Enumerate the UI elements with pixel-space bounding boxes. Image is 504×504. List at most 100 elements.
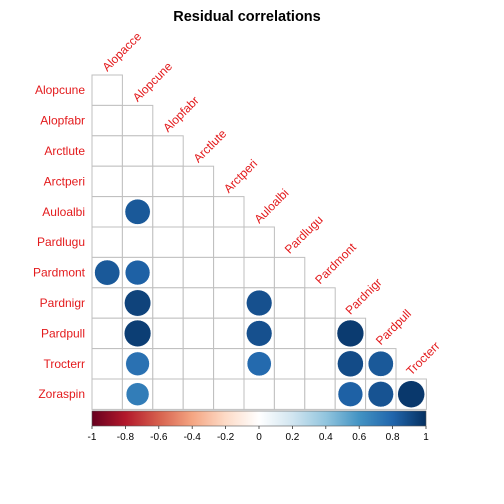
grid-cell-pardpull-alopacce: [91, 317, 123, 350]
grid-cell-pardnigr-arctlute: [182, 287, 215, 319]
grid-cell-arctlute-alopacce: [91, 135, 123, 167]
grid-cell-auloalbi-arctperi: [213, 196, 245, 228]
colorbar-tick-label: -0.4: [184, 432, 202, 443]
col-label-pardmont: Pardmont: [312, 240, 359, 287]
colorbar-gradient: [91, 410, 427, 427]
corr-circle-auloalbi-alopcune: [124, 198, 151, 225]
colorbar-tick-label: 0.8: [386, 432, 400, 443]
row-label-trocterr: Trocterr: [43, 357, 85, 371]
grid-cell-pardnigr-arctperi: [213, 287, 245, 319]
grid-cell-trocterr-pardmont: [304, 348, 336, 380]
col-label-pardnigr: Pardnigr: [343, 275, 385, 317]
corr-circle-pardmont-alopacce: [94, 259, 121, 286]
grid-cell-zoraspin-alopacce: [91, 378, 123, 410]
grid-cell-pardmont-arctperi: [213, 256, 245, 289]
grid-cell-pardpull-pardlugu: [273, 317, 306, 350]
grid-cell-arctperi-alopcune: [121, 165, 154, 198]
corr-circle-zoraspin-trocterr: [397, 380, 425, 408]
grid-cell-auloalbi-alopacce: [91, 196, 123, 228]
corr-circle-trocterr-auloalbi: [246, 351, 272, 377]
row-label-pardmont: Pardmont: [33, 266, 86, 280]
corr-circle-zoraspin-alopcune: [125, 382, 150, 406]
row-label-pardlugu: Pardlugu: [37, 235, 85, 249]
grid-cell-pardlugu-alopacce: [91, 226, 123, 258]
grid-cell-trocterr-alopfabr: [152, 348, 184, 380]
grid-cell-trocterr-arctperi: [213, 348, 245, 380]
grid-cell-auloalbi-alopfabr: [152, 196, 184, 228]
grid-cell-alopcune-alopacce: [91, 74, 123, 106]
grid-cell-pardnigr-pardmont: [304, 287, 336, 319]
grid-cell-arctperi-alopacce: [91, 165, 123, 198]
col-label-auloalbi: Auloalbi: [251, 186, 291, 226]
corr-circle-trocterr-pardnigr: [337, 350, 364, 378]
grid-cell-pardlugu-auloalbi: [243, 226, 275, 258]
row-labels: Alopcune Alopfabr Arctlute Arctperi Auloalbi…: [33, 83, 86, 401]
grid-cell-zoraspin-auloalbi: [243, 378, 275, 410]
grid-cell-pardnigr-pardlugu: [273, 287, 306, 319]
grid-cell-zoraspin-arctlute: [182, 378, 215, 410]
correlation-circles: [94, 198, 425, 408]
colorbar-tick-label: -0.2: [217, 432, 235, 443]
colorbar-tick-label: 0.2: [285, 432, 299, 443]
row-label-arctperi: Arctperi: [44, 174, 85, 188]
col-label-pardpull: Pardpull: [373, 307, 414, 348]
grid-cell-pardlugu-alopcune: [121, 226, 154, 258]
grid-cell-arctlute-alopcune: [121, 135, 154, 167]
corr-circle-pardpull-alopcune: [123, 319, 152, 348]
grid-cell-trocterr-alopacce: [91, 348, 123, 380]
grid-cell-pardnigr-alopacce: [91, 287, 123, 319]
colorbar-tick-label: -1: [88, 432, 97, 443]
corr-circle-pardmont-alopcune: [124, 259, 151, 286]
corr-circle-trocterr-pardpull: [367, 350, 394, 377]
grid-cell-zoraspin-pardmont: [304, 378, 336, 410]
colorbar-tick-label: 0: [256, 432, 262, 443]
col-label-arctlute: Arctlute: [191, 126, 230, 165]
grid-cell-alopfabr-alopacce: [91, 104, 123, 137]
col-label-arctperi: Arctperi: [221, 157, 260, 196]
grid-cell-pardmont-alopfabr: [152, 256, 184, 289]
grid-cell-pardlugu-arctlute: [182, 226, 215, 258]
grid-cell-zoraspin-alopfabr: [152, 378, 184, 410]
grid-cell-auloalbi-arctlute: [182, 196, 215, 228]
col-label-alopfabr: Alopfabr: [160, 93, 202, 135]
corr-circle-pardpull-auloalbi: [246, 320, 273, 347]
colorbar-tick-label: -0.6: [150, 432, 168, 443]
grid-cell-zoraspin-pardlugu: [273, 378, 306, 410]
col-label-trocterr: Trocterr: [403, 339, 442, 378]
corr-circle-pardnigr-auloalbi: [246, 289, 273, 317]
grid-cell-pardpull-arctperi: [213, 317, 245, 350]
row-label-auloalbi: Auloalbi: [42, 205, 85, 219]
corr-circle-pardpull-pardnigr: [336, 319, 365, 348]
colorbar: -1 -0.8 -0.6 -0.4 -0.2 0 0.2 0.4 0.6 0.8 1: [88, 410, 429, 443]
col-label-alopcune: Alopcune: [130, 59, 176, 105]
grid-cell-pardlugu-alopfabr: [152, 226, 184, 258]
colorbar-tick-label: 0.4: [319, 432, 333, 443]
grid-cell-pardlugu-arctperi: [213, 226, 245, 258]
grid-cell-arctperi-alopfabr: [152, 165, 184, 198]
colorbar-tick-label: -0.8: [117, 432, 135, 443]
row-label-zoraspin: Zoraspin: [38, 387, 85, 401]
grid-cell-pardnigr-alopfabr: [152, 287, 184, 319]
row-label-alopcune: Alopcune: [35, 83, 85, 97]
grid-cell-pardpull-pardmont: [304, 317, 336, 350]
chart-title: Residual correlations: [173, 9, 320, 25]
row-label-arctlute: Arctlute: [44, 144, 85, 158]
grid-cell-pardmont-pardlugu: [273, 256, 306, 289]
corr-circle-trocterr-alopcune: [125, 351, 150, 376]
grid-cell-trocterr-arctlute: [182, 348, 215, 380]
colorbar-tick-label: 1: [423, 432, 429, 443]
col-label-alopacce: Alopacce: [99, 29, 144, 74]
col-label-pardlugu: Pardlugu: [282, 213, 326, 257]
grid-cell-trocterr-pardlugu: [273, 348, 306, 380]
corr-circle-zoraspin-pardpull: [367, 381, 394, 408]
colorbar-tick-label: 0.6: [352, 432, 366, 443]
corr-circle-zoraspin-pardnigr: [337, 381, 364, 407]
row-label-pardnigr: Pardnigr: [40, 296, 85, 310]
row-label-alopfabr: Alopfabr: [40, 114, 85, 128]
grid-cell-pardmont-arctlute: [182, 256, 215, 289]
grid-cell-pardmont-auloalbi: [243, 256, 275, 289]
grid-cell-arctperi-arctlute: [182, 165, 215, 198]
grid-cell-arctlute-alopfabr: [152, 135, 184, 167]
grid-cell-pardpull-arctlute: [182, 317, 215, 350]
